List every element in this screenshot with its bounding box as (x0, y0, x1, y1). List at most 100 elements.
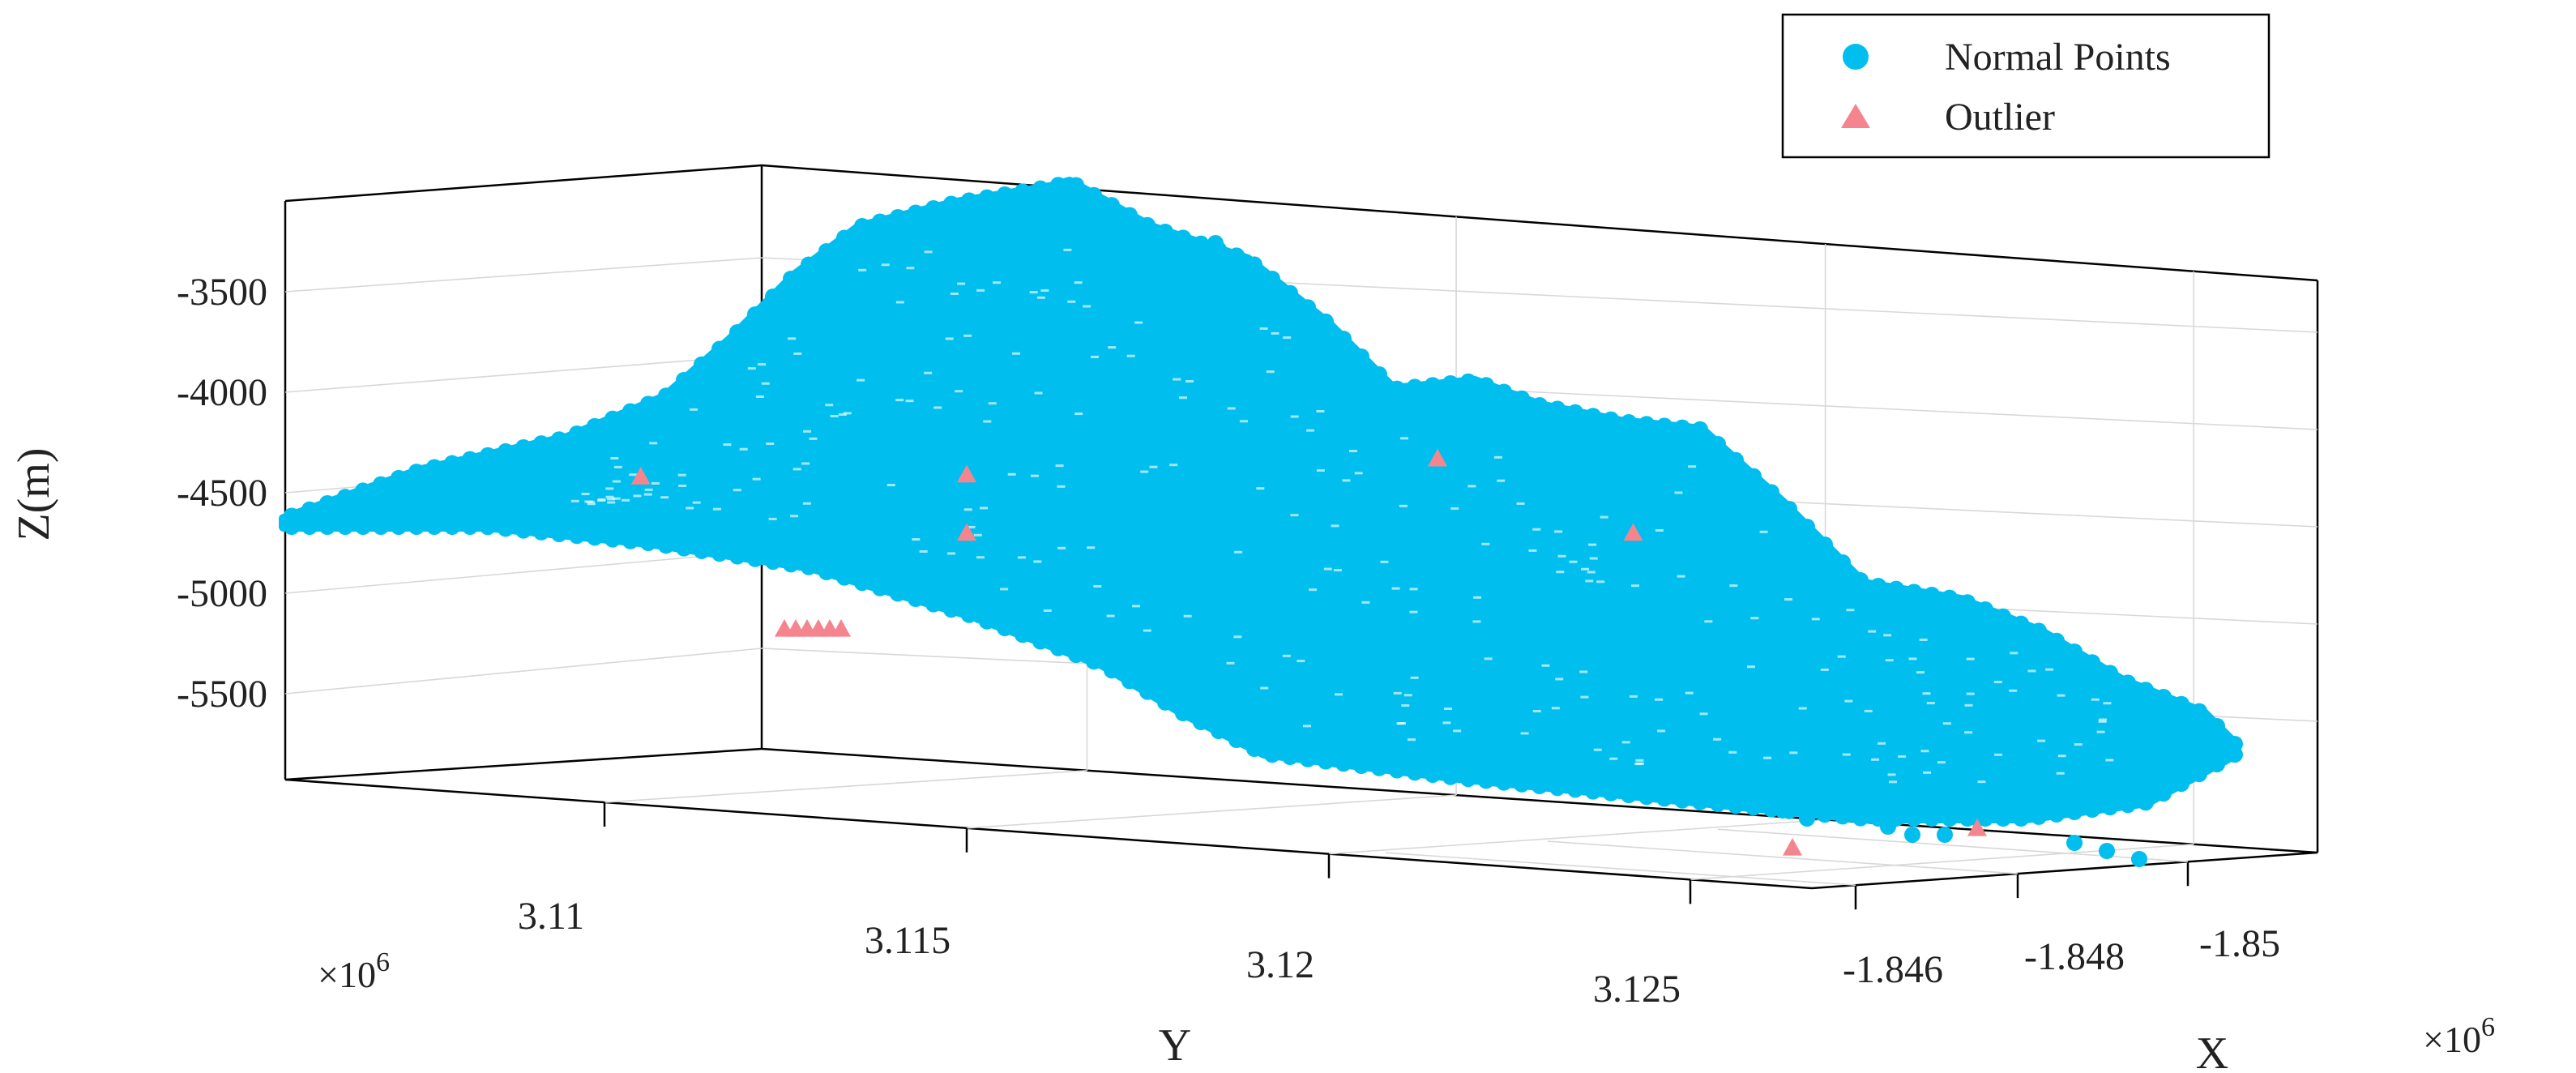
surface-speckle (1044, 609, 1052, 612)
surface-speckle (1908, 657, 1916, 660)
legend-normal-label: Normal Points (1945, 36, 2171, 79)
surface-speckle (1937, 761, 1946, 763)
surface-speckle (1233, 635, 1241, 638)
surface-speckle (1283, 336, 1291, 339)
surface-speckle (1040, 289, 1049, 292)
surface-speckle (1844, 700, 1852, 703)
surface-speckle (1528, 549, 1536, 552)
surface-speckle (1570, 561, 1578, 563)
normal-point (1904, 827, 1920, 843)
normal-point (1371, 366, 1387, 383)
surface-speckle (1760, 531, 1768, 533)
surface-speckle (1087, 546, 1095, 549)
surface-speckle (983, 421, 991, 423)
surface-speckle (1400, 437, 1408, 439)
normal-point (1228, 247, 1245, 263)
surface-speckle (1552, 707, 1560, 709)
normal-point (1282, 285, 1298, 301)
surface-speckle (1399, 505, 1408, 507)
surface-speckle (1943, 722, 1951, 725)
normal-point (1300, 299, 1316, 315)
normal-point (1532, 397, 1548, 413)
normal-point (1817, 536, 1833, 553)
surface-speckle (1631, 584, 1639, 587)
normal-point (1763, 484, 1779, 500)
normal-point (1442, 375, 1459, 391)
z-tick-label: -4000 (177, 371, 267, 414)
surface-speckle (947, 552, 955, 554)
surface-speckle (607, 502, 615, 504)
surface-speckle (1994, 754, 2002, 756)
surface-speckle (1846, 609, 1854, 611)
normal-point (2013, 810, 2029, 827)
surface-speckle (788, 337, 796, 340)
surface-speckle (2009, 690, 2017, 692)
y-grid-line-floor (604, 771, 1087, 802)
normal-point (747, 551, 763, 567)
normal-point (587, 529, 603, 545)
normal-point (729, 549, 745, 565)
normal-point (1496, 384, 1512, 400)
normal-point (1656, 790, 1672, 806)
normal-point (1478, 772, 1494, 789)
normal-point (1674, 793, 1690, 809)
surface-speckle (1674, 491, 1682, 494)
normal-point (2102, 665, 2118, 681)
surface-speckle (2057, 695, 2065, 697)
z-tick-label: -5000 (177, 572, 267, 615)
normal-point (1389, 763, 1405, 779)
normal-point (1318, 754, 1334, 770)
surface-speckle (581, 493, 589, 495)
surface-speckle (1063, 249, 1071, 251)
normal-point (1745, 799, 1762, 815)
normal-point (1603, 412, 1619, 428)
normal-point (961, 192, 977, 208)
normal-point (1799, 810, 1815, 827)
surface-speckle (1349, 450, 1357, 452)
surface-speckle (2057, 772, 2065, 775)
surface-speckle (1898, 755, 1906, 758)
normal-point (1942, 810, 1958, 827)
y-grid-line-floor (1329, 820, 1826, 854)
normal-point (729, 324, 745, 340)
surface-speckle (1185, 380, 1194, 383)
surface-speckle (1821, 669, 1829, 671)
box-top-left-edge (285, 165, 762, 201)
normal-point (622, 404, 639, 420)
surface-speckle (1355, 472, 1363, 474)
normal-point (1674, 420, 1690, 436)
normal-point (1496, 775, 1512, 791)
surface-speckle (801, 462, 810, 464)
normal-point (569, 528, 585, 544)
surface-speckle (844, 412, 852, 414)
normal-point (1353, 348, 1369, 365)
surface-speckle (633, 494, 641, 497)
surface-speckle (607, 498, 615, 500)
surface-speckle (1149, 466, 1157, 468)
normal-point (1567, 404, 1583, 421)
normal-point (1139, 217, 1156, 233)
normal-point (1300, 751, 1316, 767)
surface-speckle (993, 281, 1001, 284)
normal-point (1425, 767, 1441, 783)
surface-speckle (1916, 671, 1925, 673)
normal-point (854, 218, 870, 234)
normal-point (2173, 696, 2189, 712)
z-tick-label: -5500 (177, 673, 267, 716)
normal-point (1514, 776, 1530, 793)
normal-point (2084, 802, 2100, 818)
normal-point (2084, 654, 2100, 670)
surface-speckle (1920, 639, 1928, 641)
surface-speckle (1169, 464, 1177, 466)
normal-point (997, 620, 1013, 636)
normal-point (373, 519, 389, 535)
normal-point (1621, 414, 1637, 430)
surface-speckle (1234, 551, 1242, 554)
normal-point (1959, 594, 1976, 610)
normal-point (1193, 236, 1209, 252)
normal-point (1104, 662, 1120, 678)
surface-speckle (1485, 657, 1493, 660)
normal-point (551, 431, 567, 447)
normal-point (2066, 835, 2083, 851)
normal-point (1549, 400, 1566, 417)
